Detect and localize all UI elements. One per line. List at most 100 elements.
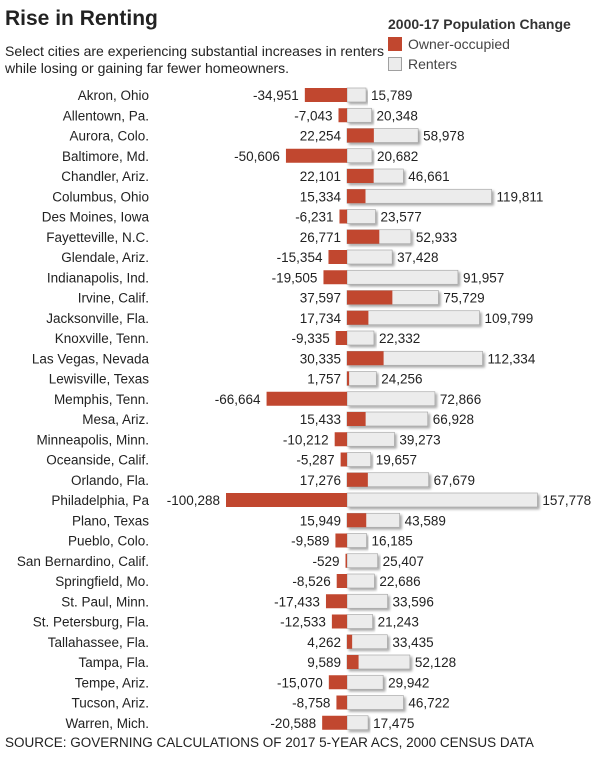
renter-bar [346, 330, 375, 346]
owner-bar [336, 695, 347, 710]
renter-bar [346, 614, 373, 629]
owner-value-label: 9,589 [307, 655, 341, 670]
owner-value-label: 26,771 [300, 230, 341, 245]
owner-bar [226, 493, 347, 507]
renter-value-label: 112,334 [488, 351, 536, 366]
owner-value-label: 22,101 [300, 169, 341, 184]
category-label: Baltimore, Md. [62, 149, 149, 164]
category-label: Columbus, Ohio [52, 189, 149, 204]
renter-value-label: 21,243 [378, 615, 419, 630]
category-label: Philadelphia, Pa [51, 493, 149, 508]
renter-value-label: 22,686 [379, 574, 420, 589]
renter-value-label: 52,933 [416, 230, 457, 245]
renter-value-label: 66,928 [433, 412, 474, 427]
owner-bar [304, 88, 347, 102]
owner-bar [335, 331, 347, 345]
category-label: Glendale, Ariz. [61, 250, 149, 265]
renter-value-label: 29,942 [388, 675, 429, 690]
legend-item-renter: Renters [388, 56, 457, 72]
category-label: Irvine, Calif. [78, 291, 149, 306]
owner-bar [328, 675, 347, 690]
renter-value-label: 19,657 [376, 453, 417, 468]
category-label: Plano, Texas [72, 513, 149, 528]
category-label: Lewisville, Texas [49, 372, 150, 387]
renter-value-label: 46,722 [408, 696, 449, 711]
category-label: Oceanside, Calif. [46, 453, 149, 468]
owner-bar [347, 371, 350, 386]
owner-value-label: -9,589 [291, 534, 329, 549]
owner-value-label: -10,212 [283, 432, 329, 447]
owner-value-label: 17,276 [300, 473, 341, 488]
owner-bar [347, 189, 366, 204]
category-label: St. Petersburg, Fla. [33, 615, 149, 630]
owner-value-label: 30,335 [300, 351, 341, 366]
owner-bar [336, 574, 347, 588]
renter-value-label: 43,589 [405, 513, 446, 528]
owner-bar [331, 614, 347, 629]
owner-value-label: -529 [312, 554, 339, 569]
legend-swatch-renter [388, 57, 402, 71]
renter-value-label: 25,407 [383, 554, 424, 569]
renter-value-label: 16,185 [372, 534, 413, 549]
legend-label-renter: Renters [408, 56, 458, 72]
owner-bar [347, 634, 353, 649]
renter-bar [346, 674, 384, 690]
owner-value-label: 15,949 [300, 513, 341, 528]
renter-value-label: 37,428 [397, 250, 438, 265]
owner-bar [339, 209, 347, 224]
renter-bar [346, 593, 388, 609]
category-label: Las Vegas, Nevada [32, 351, 150, 366]
owner-value-label: -66,664 [215, 392, 261, 407]
owner-value-label: 15,433 [300, 412, 341, 427]
renter-bar [346, 573, 375, 589]
owner-bar [347, 169, 374, 183]
renter-value-label: 67,679 [434, 473, 475, 488]
renter-bar [346, 371, 377, 386]
category-label: Des Moines, Iowa [42, 210, 150, 225]
owner-value-label: -8,526 [292, 574, 330, 589]
category-label: Aurora, Colo. [69, 129, 149, 144]
category-label: Allentown, Pa. [63, 108, 149, 123]
category-label: Memphis, Tenn. [54, 392, 149, 407]
owner-bar [347, 513, 367, 528]
owner-value-label: -15,070 [277, 675, 323, 690]
category-label: Akron, Ohio [78, 88, 149, 103]
category-label: Fayetteville, N.C. [46, 230, 149, 245]
renter-value-label: 22,332 [379, 331, 420, 346]
legend-item-owner: Owner-occupied [388, 36, 510, 52]
category-label: Tempe, Ariz. [75, 675, 149, 690]
owner-bar [340, 452, 347, 467]
owner-value-label: -100,288 [167, 493, 220, 508]
owner-value-label: -15,354 [277, 250, 323, 265]
category-label: San Bernardino, Calif. [17, 554, 149, 569]
category-label: Orlando, Fla. [71, 473, 149, 488]
owner-bar [338, 108, 347, 123]
renter-value-label: 157,778 [542, 493, 591, 508]
legend-swatch-owner [388, 37, 402, 51]
owner-bar [345, 553, 347, 568]
renter-bar [346, 715, 369, 731]
renter-bar [346, 391, 436, 407]
renter-value-label: 58,978 [423, 129, 464, 144]
renter-value-label: 17,475 [373, 716, 414, 731]
owner-value-label: 1,757 [307, 372, 341, 387]
owner-value-label: 17,734 [300, 311, 342, 326]
owner-value-label: -9,335 [291, 331, 329, 346]
owner-bar [347, 128, 374, 143]
owner-bar [328, 250, 347, 264]
owner-value-label: 4,262 [307, 635, 341, 650]
owner-bar [347, 472, 368, 487]
category-label: Mesa, Ariz. [82, 412, 149, 427]
owner-value-label: -12,533 [280, 615, 326, 630]
category-label: Indianapolis, Ind. [47, 270, 149, 285]
renter-value-label: 52,128 [415, 655, 456, 670]
owner-bar [323, 270, 347, 285]
renter-bar [346, 452, 372, 467]
owner-bar [335, 533, 347, 548]
renter-value-label: 24,256 [381, 372, 422, 387]
renter-bar [346, 249, 393, 265]
owner-value-label: -17,433 [274, 594, 320, 609]
owner-value-label: -34,951 [253, 88, 299, 103]
category-label: Jacksonville, Fla. [46, 311, 149, 326]
renter-bar [346, 209, 376, 224]
